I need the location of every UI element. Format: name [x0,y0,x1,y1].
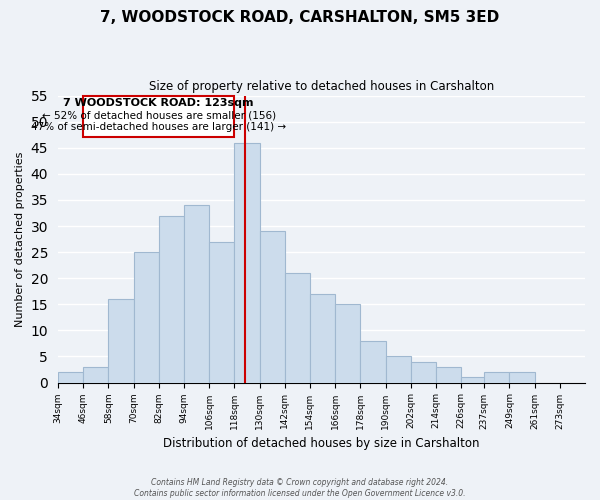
Bar [509,372,535,382]
Bar [285,273,310,382]
Text: 47% of semi-detached houses are larger (141) →: 47% of semi-detached houses are larger (… [31,122,286,132]
Text: 7 WOODSTOCK ROAD: 123sqm: 7 WOODSTOCK ROAD: 123sqm [64,98,254,108]
Bar [260,231,285,382]
Bar [310,294,335,382]
Bar [83,367,109,382]
Bar [361,341,386,382]
Bar [58,372,83,382]
Bar [335,304,361,382]
Bar [209,242,235,382]
Text: ← 52% of detached houses are smaller (156): ← 52% of detached houses are smaller (15… [41,110,276,120]
Bar [461,378,487,382]
Bar [436,367,461,382]
Bar [159,216,184,382]
Bar [109,299,134,382]
Text: 7, WOODSTOCK ROAD, CARSHALTON, SM5 3ED: 7, WOODSTOCK ROAD, CARSHALTON, SM5 3ED [100,10,500,25]
Bar [411,362,436,382]
Bar [184,205,209,382]
Text: Contains HM Land Registry data © Crown copyright and database right 2024.
Contai: Contains HM Land Registry data © Crown c… [134,478,466,498]
Title: Size of property relative to detached houses in Carshalton: Size of property relative to detached ho… [149,80,494,93]
Bar [484,372,509,382]
Bar [134,252,159,382]
FancyBboxPatch shape [83,96,235,138]
Bar [386,356,411,382]
X-axis label: Distribution of detached houses by size in Carshalton: Distribution of detached houses by size … [163,437,480,450]
Bar [235,142,260,382]
Y-axis label: Number of detached properties: Number of detached properties [15,152,25,327]
